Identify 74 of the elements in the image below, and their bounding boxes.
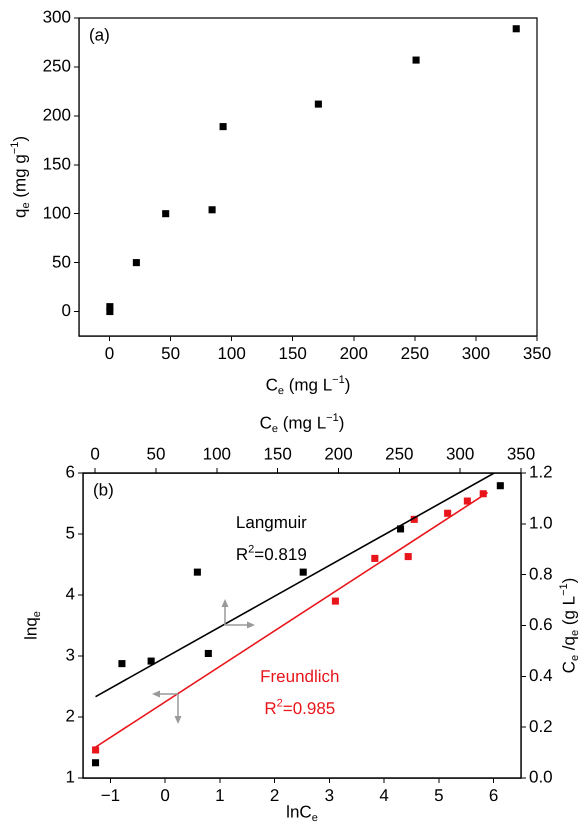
- point: [300, 568, 307, 576]
- text: (b): [93, 480, 114, 500]
- y-tick-label: 3: [66, 646, 75, 665]
- x-tick-label: 250: [400, 344, 430, 363]
- text: Langmuir: [236, 513, 308, 532]
- x-tick-label: 350: [522, 344, 552, 363]
- x-tick-label: 0: [90, 444, 100, 464]
- text: Freundlich: [260, 667, 340, 686]
- y-tick-label: 1.0: [529, 514, 553, 533]
- point: [444, 510, 452, 517]
- x-tick-label: 0: [104, 344, 114, 363]
- y-tick-label: 0.0: [529, 768, 553, 787]
- point: [412, 56, 420, 64]
- y-tick-label: 0.8: [529, 564, 553, 584]
- y-tick-label: 1.2: [529, 462, 553, 482]
- point: [464, 498, 471, 505]
- y-tick-label: 250: [42, 56, 71, 76]
- x-tick-label: 6: [488, 786, 498, 805]
- y-tick-label: 200: [42, 106, 71, 125]
- point: [132, 259, 140, 266]
- point: [314, 100, 322, 108]
- y-tick-label: 300: [42, 8, 71, 27]
- point: [208, 206, 216, 214]
- y-tick-label: 6: [66, 462, 75, 482]
- x-tick-label: 100: [217, 344, 246, 363]
- x-tick-label: 0: [160, 786, 170, 805]
- x-tick-label: 200: [324, 444, 353, 464]
- y-tick-label: 4: [66, 584, 75, 604]
- x-tick-label: 2: [270, 786, 280, 805]
- y-tick-label: 0.2: [529, 716, 553, 736]
- point: [496, 482, 504, 490]
- y-axis-title: Ce /qe (g L−1): [558, 578, 582, 674]
- x-tick-label: 3: [324, 786, 334, 805]
- x-tick-label: 250: [385, 444, 414, 464]
- x-tick-label: 5: [434, 786, 444, 805]
- point: [404, 553, 412, 560]
- x-tick-label: 50: [146, 444, 166, 464]
- point: [92, 746, 100, 754]
- point: [118, 660, 126, 668]
- point: [220, 123, 227, 130]
- text: (a): [88, 26, 110, 45]
- y-tick-label: 50: [52, 252, 71, 272]
- x-tick-label: 350: [506, 444, 536, 464]
- y-axis-title: lnqe: [22, 611, 44, 640]
- y-tick-label: 5: [66, 524, 75, 543]
- x-tick-label: 300: [462, 344, 490, 363]
- y-tick-label: 2: [66, 706, 75, 726]
- y-tick-label: 150: [42, 154, 71, 174]
- y-tick-label: 1: [66, 768, 75, 787]
- x-tick-label: 150: [278, 344, 307, 363]
- y-tick-label: 100: [42, 203, 71, 222]
- point: [332, 598, 339, 605]
- point: [92, 759, 100, 766]
- point: [162, 210, 170, 218]
- x-tick-label: 300: [446, 444, 474, 464]
- point: [480, 490, 487, 498]
- point: [371, 554, 378, 562]
- point: [204, 650, 212, 657]
- point: [194, 568, 201, 576]
- x-tick-label: −1: [100, 786, 120, 805]
- point: [148, 658, 155, 665]
- x-tick-label: 1: [215, 786, 225, 805]
- y-tick-label: 0: [61, 301, 71, 320]
- x-tick-label: 4: [379, 786, 389, 805]
- y-axis-title: qe (mg g−1): [9, 136, 32, 218]
- x-tick-label: 150: [263, 444, 292, 464]
- x-tick-label: 100: [202, 444, 232, 464]
- point: [512, 25, 520, 32]
- point: [397, 525, 404, 532]
- y-tick-label: 0.4: [529, 666, 553, 686]
- y-tick-label: 0.6: [529, 615, 553, 634]
- x-tick-label: 50: [161, 344, 180, 363]
- x-tick-label: 200: [340, 344, 368, 363]
- point: [106, 303, 114, 310]
